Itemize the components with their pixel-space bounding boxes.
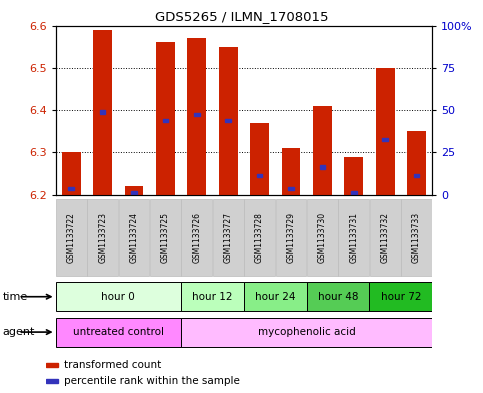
Bar: [46, 364, 58, 367]
Bar: [69, 187, 74, 190]
Bar: [282, 148, 300, 195]
Text: GSM1133732: GSM1133732: [381, 212, 390, 263]
Bar: [131, 191, 137, 194]
Text: GSM1133730: GSM1133730: [318, 212, 327, 263]
Text: hour 12: hour 12: [192, 292, 233, 302]
Text: GSM1133728: GSM1133728: [255, 212, 264, 263]
Bar: [56, 282, 181, 311]
FancyBboxPatch shape: [56, 199, 86, 276]
Bar: [376, 68, 395, 195]
Bar: [226, 119, 231, 122]
FancyBboxPatch shape: [87, 199, 118, 276]
Bar: [344, 156, 363, 195]
Bar: [163, 119, 168, 122]
Text: GSM1133724: GSM1133724: [129, 212, 139, 263]
Text: hour 0: hour 0: [101, 292, 135, 302]
FancyBboxPatch shape: [244, 199, 275, 276]
Bar: [56, 318, 181, 347]
FancyBboxPatch shape: [276, 199, 306, 276]
Bar: [244, 282, 307, 311]
Bar: [93, 30, 112, 195]
Bar: [125, 186, 143, 195]
Text: GDS5265 / ILMN_1708015: GDS5265 / ILMN_1708015: [155, 10, 328, 23]
FancyBboxPatch shape: [401, 199, 432, 276]
FancyBboxPatch shape: [119, 199, 149, 276]
Text: agent: agent: [2, 327, 35, 337]
Bar: [181, 282, 244, 311]
FancyBboxPatch shape: [150, 199, 181, 276]
Text: untreated control: untreated control: [73, 327, 164, 337]
Bar: [383, 138, 388, 141]
Bar: [313, 106, 332, 195]
Text: GSM1133729: GSM1133729: [286, 212, 296, 263]
Text: GSM1133731: GSM1133731: [349, 212, 358, 263]
Bar: [194, 112, 199, 116]
Text: hour 48: hour 48: [318, 292, 358, 302]
Text: GSM1133723: GSM1133723: [98, 212, 107, 263]
Text: GSM1133726: GSM1133726: [192, 212, 201, 263]
Bar: [320, 165, 325, 169]
Bar: [369, 282, 432, 311]
Bar: [250, 123, 269, 195]
FancyBboxPatch shape: [307, 199, 338, 276]
Bar: [100, 110, 105, 114]
Bar: [181, 318, 432, 347]
Bar: [407, 131, 426, 195]
Bar: [307, 282, 369, 311]
Bar: [46, 379, 58, 384]
Text: hour 24: hour 24: [255, 292, 296, 302]
FancyBboxPatch shape: [182, 199, 212, 276]
Bar: [156, 42, 175, 195]
Text: mycophenolic acid: mycophenolic acid: [258, 327, 355, 337]
Bar: [257, 174, 262, 177]
FancyBboxPatch shape: [370, 199, 400, 276]
FancyBboxPatch shape: [213, 199, 243, 276]
Text: hour 72: hour 72: [381, 292, 421, 302]
Bar: [414, 174, 419, 177]
Text: percentile rank within the sample: percentile rank within the sample: [64, 376, 241, 386]
Bar: [288, 187, 294, 190]
Text: transformed count: transformed count: [64, 360, 162, 370]
Text: GSM1133733: GSM1133733: [412, 212, 421, 263]
Text: time: time: [2, 292, 28, 302]
Bar: [219, 47, 238, 195]
FancyBboxPatch shape: [339, 199, 369, 276]
Bar: [351, 191, 356, 194]
Text: GSM1133725: GSM1133725: [161, 212, 170, 263]
Text: GSM1133727: GSM1133727: [224, 212, 233, 263]
Bar: [187, 38, 206, 195]
Bar: [62, 152, 81, 195]
Text: GSM1133722: GSM1133722: [67, 212, 76, 263]
